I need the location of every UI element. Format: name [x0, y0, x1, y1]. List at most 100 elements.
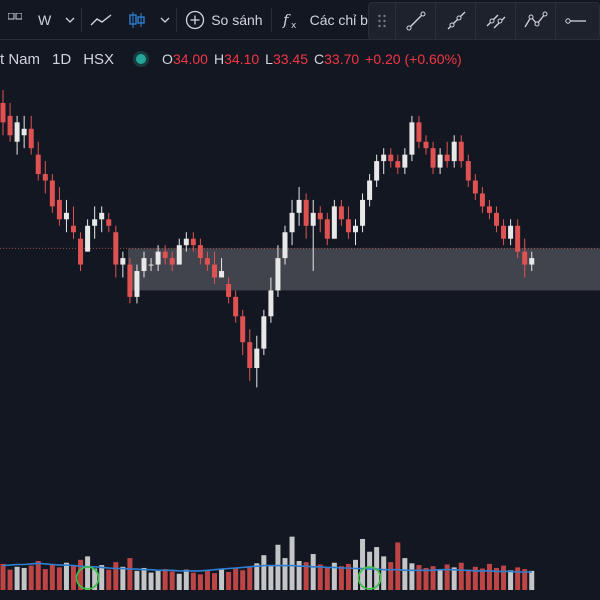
chevron-down-icon: [160, 17, 170, 23]
legend-change: +0.20 (+0.60%): [365, 51, 462, 67]
candle-body: [423, 141, 429, 149]
volume-bar: [515, 567, 521, 590]
volume-bar: [381, 556, 387, 590]
candle-body: [127, 264, 133, 297]
trend-line-tool[interactable]: [395, 3, 435, 39]
drag-handle[interactable]: [369, 3, 395, 39]
interval-button[interactable]: W: [30, 0, 59, 40]
candle-body: [134, 271, 140, 297]
legend-open: O34.00: [162, 51, 208, 67]
volume-bar: [254, 563, 260, 590]
symbol-name[interactable]: t Nam: [0, 50, 41, 68]
candle-body: [331, 206, 337, 239]
candle-body: [522, 251, 528, 265]
volume-bar: [7, 569, 13, 590]
candle-body: [21, 128, 27, 136]
volume-bar: [0, 563, 6, 590]
compare-label: So sánh: [211, 11, 263, 28]
candle-body: [0, 102, 6, 123]
candle-body: [169, 258, 175, 265]
candle-body: [212, 264, 217, 278]
volume-bar: [282, 558, 288, 590]
volume-bar: [71, 566, 76, 590]
volume-bar: [120, 566, 126, 590]
candle-body: [529, 258, 535, 265]
volume-signal-marker: [357, 566, 382, 590]
candle-body: [437, 154, 443, 168]
candle-body: [338, 206, 344, 220]
legend-interval[interactable]: 1D: [52, 50, 72, 68]
candle-body: [92, 219, 98, 226]
candle-body: [458, 141, 464, 162]
volume-bar: [197, 574, 203, 590]
volume-bar: [289, 536, 295, 590]
volume-bar: [240, 570, 246, 590]
volume-bar: [212, 573, 217, 590]
candle-body: [479, 193, 485, 207]
candle-body: [324, 219, 330, 239]
volume-bar: [14, 566, 20, 590]
candle-body: [282, 232, 288, 259]
open-key: O: [162, 51, 173, 67]
horizontal-ray-icon: [564, 18, 586, 24]
volume-bar: [338, 566, 344, 590]
path-tool[interactable]: [515, 3, 555, 39]
volume-bar: [423, 567, 429, 590]
chart-type-candle-button[interactable]: [120, 0, 154, 40]
candle-body: [226, 283, 232, 297]
volume-bar: [190, 572, 196, 590]
candle-body: [240, 316, 246, 343]
volume-bar: [437, 569, 443, 590]
chart-type-dropdown[interactable]: [154, 0, 176, 40]
candle-body: [515, 225, 521, 252]
volume-bar: [162, 569, 168, 590]
volume-bar: [141, 567, 147, 590]
toolbar-divider: [270, 7, 272, 32]
ray-tool[interactable]: [435, 3, 475, 39]
candle-body: [317, 212, 323, 220]
candle-body: [42, 174, 48, 181]
legend-high: H34.10: [214, 51, 259, 67]
volume-bar: [303, 562, 309, 590]
trend-line-icon: [406, 11, 425, 31]
price-chart[interactable]: [0, 40, 600, 600]
svg-text:x: x: [291, 21, 297, 30]
low-key: L: [265, 51, 273, 67]
candle-body: [409, 122, 415, 155]
grip-icon: [378, 14, 386, 28]
candle-body: [162, 251, 168, 259]
candle-body: [501, 225, 507, 239]
volume-bar: [219, 569, 225, 590]
candle-body: [56, 199, 62, 220]
volume-bar: [317, 564, 323, 590]
volume-bar: [183, 569, 189, 590]
compare-plus-icon: [186, 10, 205, 29]
volume-bar: [176, 573, 182, 590]
volume-signal-marker: [75, 566, 100, 590]
chart-type-line-button[interactable]: [82, 0, 120, 40]
volume-bar: [78, 559, 84, 590]
volume-bar: [479, 568, 485, 590]
volume-bar: [508, 570, 514, 590]
compare-button[interactable]: So sánh: [177, 0, 270, 40]
candle-body: [353, 225, 358, 233]
parallel-channel-tool[interactable]: [475, 3, 515, 39]
volume-bar: [451, 567, 457, 590]
volume-bar: [204, 570, 210, 590]
horizontal-ray-tool[interactable]: [555, 3, 591, 39]
volume-bar: [226, 572, 232, 590]
interval-label: W: [38, 11, 52, 28]
candle-body: [494, 212, 499, 226]
volume-bar: [155, 570, 161, 590]
candle-body: [486, 206, 492, 213]
candle-body: [472, 180, 478, 194]
candle-body: [402, 154, 408, 168]
high-key: H: [213, 51, 225, 67]
candle-body: [78, 238, 84, 265]
volume-bar: [353, 559, 358, 590]
candle-body: [247, 342, 253, 369]
candle-body: [176, 245, 182, 265]
interval-dropdown[interactable]: [59, 0, 81, 40]
layout-button[interactable]: [0, 0, 30, 40]
